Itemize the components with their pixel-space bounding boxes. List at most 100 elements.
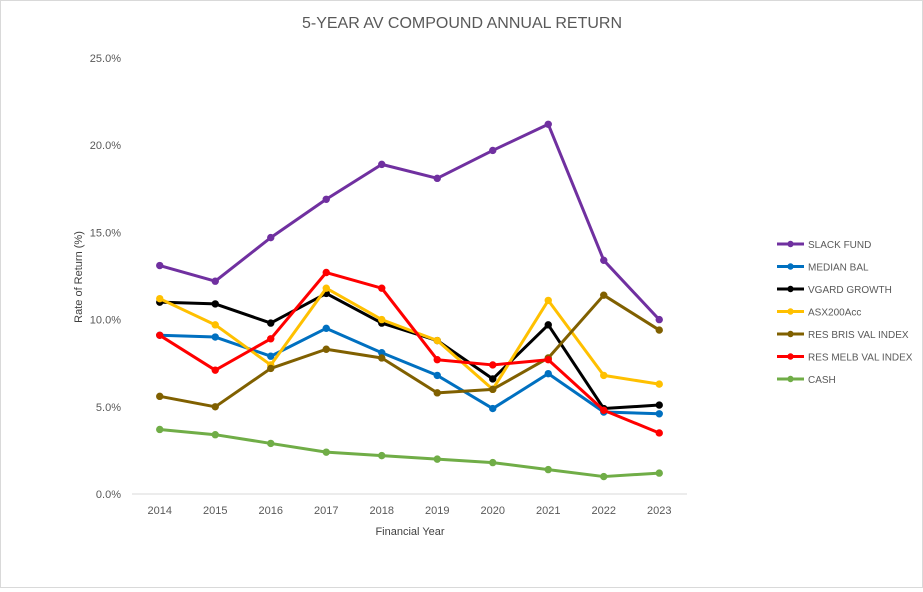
legend-item: RES BRIS VAL INDEX bbox=[777, 330, 909, 341]
data-point bbox=[211, 333, 219, 341]
y-tick-label: 5.0% bbox=[96, 402, 121, 414]
data-point bbox=[489, 375, 497, 383]
data-point bbox=[378, 160, 386, 169]
series-line bbox=[159, 293, 661, 409]
y-tick-label: 25.0% bbox=[90, 53, 121, 65]
x-tick-label: 2015 bbox=[203, 505, 227, 517]
series-line bbox=[159, 286, 660, 391]
data-point bbox=[378, 284, 386, 292]
data-point bbox=[378, 354, 386, 362]
data-point bbox=[322, 284, 330, 292]
y-tick-label: 10.0% bbox=[90, 315, 121, 327]
legend-label: VGARD GROWTH bbox=[808, 285, 892, 296]
data-point bbox=[544, 120, 552, 128]
legend-item: VGARD GROWTH bbox=[777, 285, 892, 296]
data-point bbox=[655, 315, 663, 324]
series-res-melb-val-index bbox=[156, 268, 663, 437]
series-line bbox=[159, 122, 661, 321]
data-point bbox=[322, 195, 330, 203]
data-point bbox=[655, 469, 663, 477]
data-point bbox=[378, 451, 386, 460]
legend-swatch-marker bbox=[787, 240, 794, 248]
data-point bbox=[322, 268, 330, 277]
legend-item: CASH bbox=[777, 375, 836, 386]
data-point bbox=[267, 319, 275, 327]
data-point bbox=[322, 324, 330, 333]
x-tick-label: 2023 bbox=[647, 505, 671, 517]
legend-swatch-marker bbox=[787, 263, 794, 270]
series-slack-fund bbox=[156, 120, 663, 324]
data-point bbox=[544, 369, 552, 378]
data-point bbox=[544, 296, 552, 305]
series-line bbox=[159, 326, 660, 416]
x-axis-ticks: 2014 2015 2016 2017 2018 2019 2020 2021 2022 2023 bbox=[148, 505, 672, 517]
legend-swatch-marker bbox=[787, 308, 794, 315]
data-point bbox=[433, 389, 441, 397]
data-point bbox=[211, 300, 219, 308]
legend-item: RES MELB VAL INDEX bbox=[777, 353, 913, 364]
data-point bbox=[267, 352, 275, 360]
data-point bbox=[211, 403, 219, 411]
x-tick-label: 2021 bbox=[536, 505, 560, 517]
x-tick-label: 2019 bbox=[425, 505, 449, 517]
data-point bbox=[600, 472, 608, 481]
legend-swatch-marker bbox=[787, 375, 794, 383]
chart-title: 5-YEAR AV COMPOUND ANNUAL RETURN bbox=[302, 15, 622, 32]
data-point bbox=[322, 345, 330, 353]
data-point bbox=[655, 401, 663, 409]
x-tick-label: 2020 bbox=[481, 505, 505, 517]
data-point bbox=[489, 361, 497, 369]
data-point bbox=[156, 425, 164, 434]
legend-label: RES BRIS VAL INDEX bbox=[808, 330, 909, 341]
legend-swatch-marker bbox=[787, 285, 794, 293]
y-tick-label: 0.0% bbox=[96, 489, 121, 501]
y-axis-ticks: 0.0% 5.0% 10.0% 15.0% 20.0% 25.0% bbox=[90, 53, 121, 501]
x-tick-label: 2016 bbox=[259, 505, 283, 517]
legend-label: ASX200Acc bbox=[808, 308, 861, 319]
data-point bbox=[156, 331, 164, 339]
series-res-bris-val-index bbox=[156, 291, 663, 411]
data-point bbox=[267, 439, 275, 448]
data-point bbox=[489, 458, 497, 467]
data-point bbox=[211, 277, 219, 285]
data-point bbox=[489, 385, 497, 394]
data-point bbox=[489, 146, 497, 155]
y-tick-label: 20.0% bbox=[90, 140, 121, 152]
data-point bbox=[267, 364, 275, 373]
data-point bbox=[156, 261, 164, 270]
legend-label: SLACK FUND bbox=[808, 240, 871, 251]
data-point bbox=[544, 465, 552, 474]
data-point bbox=[433, 336, 441, 345]
data-point bbox=[433, 371, 441, 380]
x-axis-label: Financial Year bbox=[375, 526, 444, 538]
legend-item: SLACK FUND bbox=[777, 240, 871, 251]
series-layer bbox=[156, 120, 663, 481]
y-tick-label: 15.0% bbox=[90, 227, 121, 239]
data-point bbox=[322, 448, 330, 456]
data-point bbox=[211, 321, 219, 329]
data-point bbox=[267, 233, 275, 242]
x-tick-label: 2018 bbox=[370, 505, 394, 517]
data-point bbox=[600, 256, 608, 265]
series-line bbox=[159, 291, 660, 411]
x-tick-label: 2017 bbox=[314, 505, 338, 517]
data-point bbox=[211, 366, 219, 374]
data-point bbox=[655, 410, 663, 418]
data-point bbox=[544, 356, 552, 364]
data-point bbox=[211, 431, 219, 439]
data-point bbox=[267, 335, 275, 343]
legend: SLACK FUND MEDIAN BAL VGARD GROWTH ASX200Ac… bbox=[777, 240, 913, 386]
legend-item: MEDIAN BAL bbox=[777, 263, 869, 274]
series-line bbox=[158, 271, 660, 435]
y-axis-label: Rate of Return (%) bbox=[73, 231, 85, 323]
data-point bbox=[433, 455, 441, 463]
legend-label: MEDIAN BAL bbox=[808, 263, 869, 274]
data-point bbox=[600, 371, 608, 380]
data-point bbox=[655, 326, 663, 334]
data-point bbox=[433, 174, 441, 183]
legend-label: CASH bbox=[808, 375, 836, 386]
legend-swatch-marker bbox=[787, 353, 794, 360]
series-cash bbox=[156, 425, 663, 481]
